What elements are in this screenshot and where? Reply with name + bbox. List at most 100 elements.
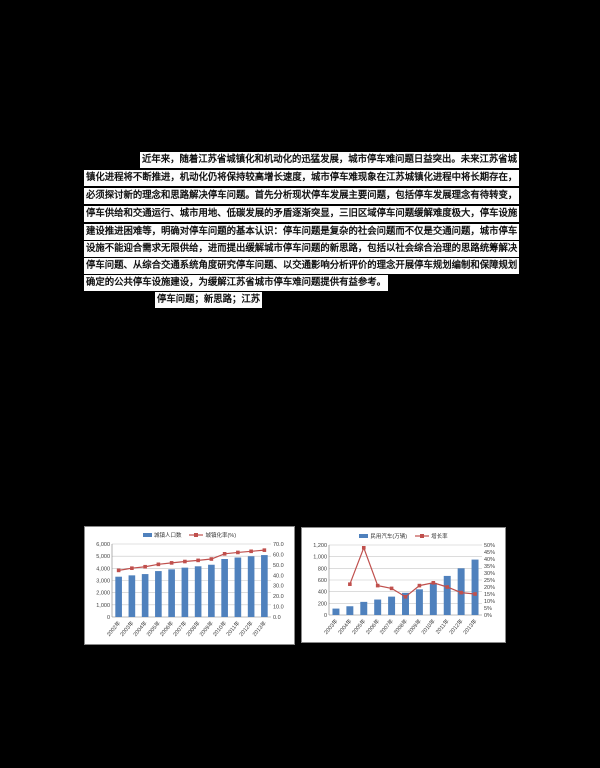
left-axis-tick: 800 xyxy=(318,566,327,572)
right-axis-tick: 0.0 xyxy=(273,615,281,621)
line-marker xyxy=(417,583,422,588)
bar xyxy=(429,582,437,615)
right-axis-tick: 50.0 xyxy=(273,563,284,569)
legend-item-bar: 城镇人口数 xyxy=(142,531,182,539)
left-axis-tick: 400 xyxy=(318,590,327,596)
left-axis-tick: 6,000 xyxy=(96,542,110,548)
left-axis-tick: 200 xyxy=(318,601,327,607)
bar-swatch-icon xyxy=(359,533,369,538)
line-marker xyxy=(130,566,134,570)
legend-item-bar: 民用汽车(万辆) xyxy=(359,532,407,540)
left-axis-tick: 1,000 xyxy=(96,603,110,609)
right-axis-tick: 35% xyxy=(484,564,495,570)
line-marker xyxy=(156,562,161,567)
left-axis-tick: 2,000 xyxy=(96,591,110,597)
left-axis-tick: 5,000 xyxy=(96,554,110,560)
right-axis-tick: 10% xyxy=(484,599,495,605)
line-marker xyxy=(196,558,200,563)
bar xyxy=(332,608,340,615)
abstract-line: 近年来，随着江苏省城镇化和机动化的迅猛发展，城市停车难问题日益突出。未来江苏省城 xyxy=(140,152,520,168)
line-marker xyxy=(431,581,436,585)
right-axis-tick: 5% xyxy=(484,606,492,612)
bar xyxy=(221,559,228,617)
legend-item-line: 城镇化率(%) xyxy=(189,531,236,539)
vehicle-growth-chart: 民用汽车(万辆) 增长率 1,200 1,000 800 600 400 200 0 50% 45… xyxy=(301,527,506,643)
right-axis-tick: 0% xyxy=(484,613,492,619)
bar xyxy=(415,589,423,615)
bar xyxy=(388,596,396,615)
bar xyxy=(194,566,202,617)
chart-plot: 1,200 1,000 800 600 400 200 0 50% 45% 40% 35% 30% 25… xyxy=(302,541,505,642)
line-marker xyxy=(445,585,450,589)
bar xyxy=(168,569,175,617)
line-marker xyxy=(249,549,253,554)
line-marker xyxy=(236,550,240,555)
right-axis-tick: 30% xyxy=(484,571,495,577)
bar xyxy=(402,592,409,615)
right-axis-tick: 40% xyxy=(484,557,495,563)
bar xyxy=(471,559,479,615)
abstract-line: 确定的公共停车设施建设，为缓解江苏省城市停车难问题提供有益参考。 xyxy=(84,275,389,291)
right-axis-tick: 20% xyxy=(484,585,495,591)
chart-legend: 城镇人口数 城镇化率(%) xyxy=(85,527,294,540)
line-marker xyxy=(459,590,463,595)
bar xyxy=(360,601,368,615)
bar xyxy=(374,599,382,615)
line-marker xyxy=(389,586,394,591)
bar-swatch-icon xyxy=(142,532,152,537)
bar xyxy=(208,564,215,617)
left-axis-tick: 0 xyxy=(107,615,110,621)
line-marker xyxy=(262,548,267,552)
left-axis-tick: 4,000 xyxy=(96,566,110,572)
right-axis-tick: 25% xyxy=(484,578,495,584)
abstract-line: 停车供给和交通运行、城市用地、低碳发展的矛盾逐渐突显，三旧区域停车问题缓解难度极… xyxy=(84,206,520,222)
left-axis-tick: 1,200 xyxy=(313,543,327,549)
line-marker xyxy=(143,564,147,569)
right-axis-tick: 60.0 xyxy=(273,552,284,558)
line-marker xyxy=(375,583,380,588)
right-axis-tick: 30.0 xyxy=(273,584,284,590)
legend-label: 城镇化率(%) xyxy=(205,532,237,539)
bar xyxy=(443,575,451,615)
x-axis-tick: 2013年 xyxy=(250,619,268,638)
line-marker xyxy=(183,559,187,564)
line-marker xyxy=(116,568,121,573)
x-axis-tick: 2010年 xyxy=(419,617,437,636)
trend-line xyxy=(349,546,476,598)
bar xyxy=(346,606,354,615)
line-marker xyxy=(473,592,477,596)
left-axis-tick: 0 xyxy=(324,613,327,619)
left-axis-tick: 600 xyxy=(318,578,327,584)
abstract-line: 建设推进困难等，明确对停车问题的基本认识：停车问题是复杂的社会问题而不仅是交通问… xyxy=(84,224,520,240)
bar xyxy=(261,555,268,617)
line-swatch-icon xyxy=(189,532,204,537)
bar xyxy=(141,574,149,617)
chart-legend: 民用汽车(万辆) 增长率 xyxy=(302,528,505,541)
abstract-line: 设施不能迎合需求无限供给，进而提出缓解城市停车问题的新思路，包括以社会综合治理的… xyxy=(84,241,520,257)
right-axis-tick: 45% xyxy=(484,550,495,556)
bar xyxy=(128,575,136,617)
left-axis-tick: 3,000 xyxy=(96,579,110,585)
line-marker xyxy=(361,546,366,550)
x-axis-tick: 2013年 xyxy=(461,617,479,636)
line-marker xyxy=(222,552,227,556)
right-axis-tick: 70.0 xyxy=(273,542,284,548)
right-axis-tick: 10.0 xyxy=(273,605,284,611)
left-axis-tick: 1,000 xyxy=(313,555,327,561)
right-axis-tick: 15% xyxy=(484,592,495,598)
line-marker xyxy=(348,582,352,586)
line-marker xyxy=(403,595,408,599)
chart-svg: 1,200 1,000 800 600 400 200 0 50%45%40%35%30%25… xyxy=(313,543,495,636)
abstract-line: 必须探讨新的理念和思路解决停车问题。首先分析现状停车发展主要问题，包括停车发展理… xyxy=(84,188,520,204)
urbanization-chart: 城镇人口数 城镇化率(%) 6,000 5,000 4,000 3,000 2,000 1,… xyxy=(84,526,295,645)
bar xyxy=(181,567,189,617)
abstract-line: 停车问题、从综合交通系统角度研究停车问题、以交通影响分析评价的理念开展停车规划编… xyxy=(84,258,520,274)
line-swatch-icon xyxy=(415,533,430,538)
right-axis-tick: 40.0 xyxy=(273,573,284,579)
bar xyxy=(247,556,255,617)
legend-label: 城镇人口数 xyxy=(153,532,182,539)
legend-item-line: 增长率 xyxy=(415,532,448,540)
legend-label: 增长率 xyxy=(431,533,448,540)
line-marker xyxy=(169,561,174,565)
